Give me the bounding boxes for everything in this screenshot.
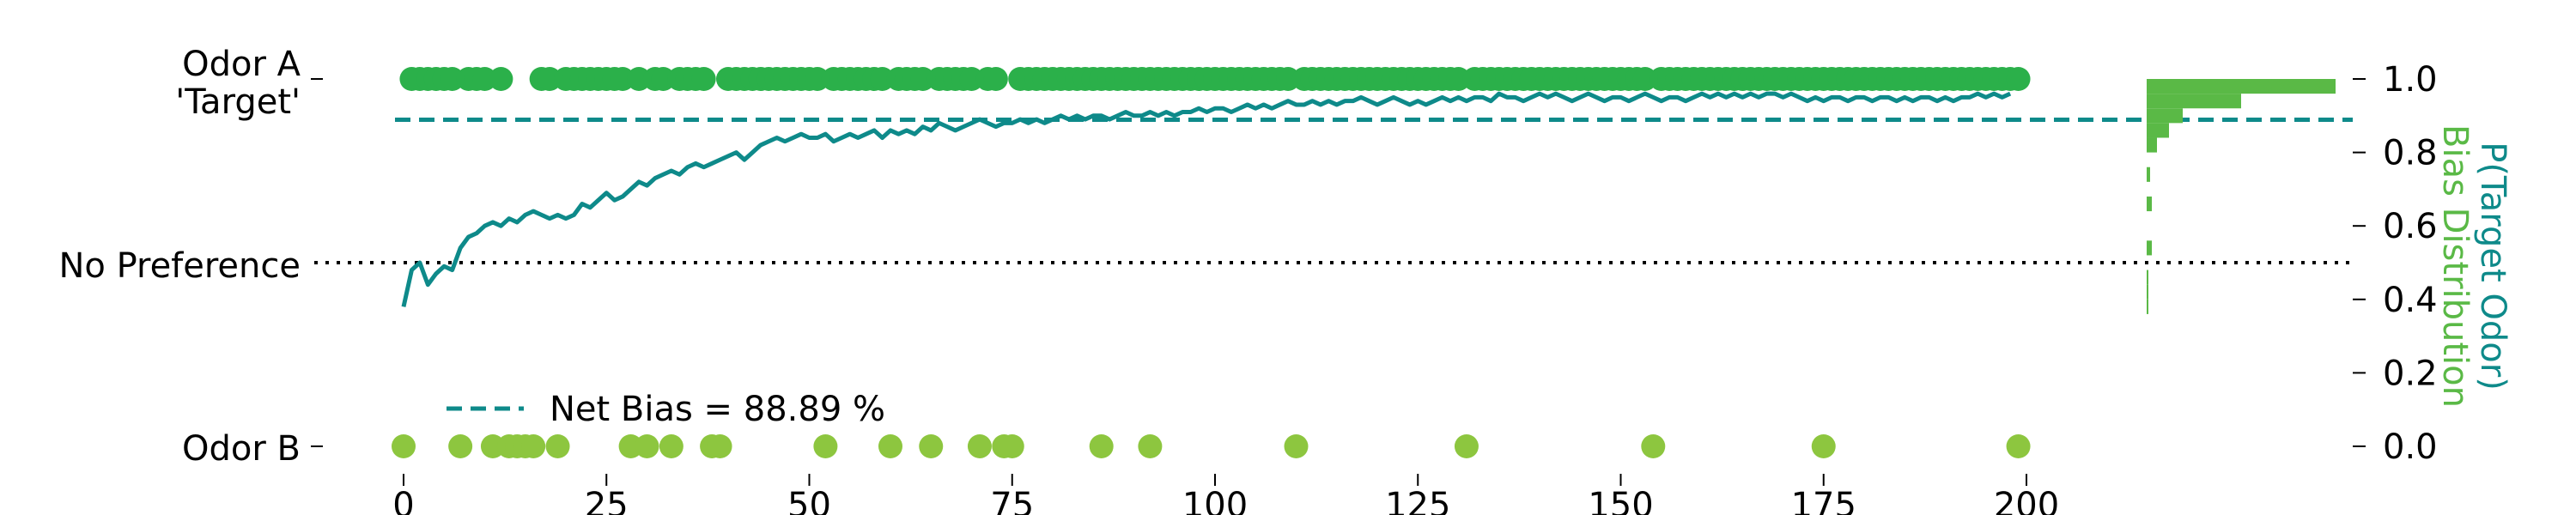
histogram-bar xyxy=(2147,270,2148,285)
odor-b-trial-dot xyxy=(967,434,992,458)
histogram-bar xyxy=(2147,167,2150,182)
x-tick-label: 100 xyxy=(1182,486,1248,515)
odor-b-trial-dot xyxy=(919,434,944,458)
odor-b-trials xyxy=(392,434,2031,458)
y-tick-label: 0.6 xyxy=(2383,207,2438,246)
odor-a-trial-dot xyxy=(691,67,716,91)
histogram-axis-title: Bias Distribution xyxy=(2435,124,2475,408)
y-tick-label: 0.2 xyxy=(2383,354,2438,393)
odor-b-trial-dot xyxy=(1089,434,1114,458)
odor-b-trial-dot xyxy=(999,434,1024,458)
right-y-axis: 0.0 0.2 0.4 0.6 0.8 1.0 xyxy=(2353,60,2438,467)
x-tick-label: 200 xyxy=(1994,486,2059,515)
x-tick-label: 75 xyxy=(990,486,1034,515)
x-tick-label: 150 xyxy=(1588,486,1653,515)
odor-a-trial-dot xyxy=(489,67,513,91)
odor-a-label-line2: 'Target' xyxy=(175,82,301,122)
odor-b-trial-dot xyxy=(545,434,570,458)
x-tick-label: 0 xyxy=(392,486,414,515)
odor-b-trial-dot xyxy=(1138,434,1163,458)
odor-a-trial-dot xyxy=(983,67,1008,91)
histogram-bar xyxy=(2147,137,2157,153)
odor-b-trial-dot xyxy=(1284,434,1309,458)
odor-b-trial-dot xyxy=(2006,434,2031,458)
left-category-axis: Odor A 'Target' No Preference Odor B xyxy=(58,45,323,469)
odor-b-trial-dot xyxy=(1811,434,1836,458)
x-tick-label: 25 xyxy=(585,486,629,515)
histogram-bar xyxy=(2147,299,2148,314)
histogram-bar xyxy=(2147,79,2336,94)
odor-b-trial-dot xyxy=(392,434,416,458)
histogram-bar xyxy=(2147,123,2169,138)
p-target-curve-layer xyxy=(401,91,2012,307)
odor-a-label-line1: Odor A xyxy=(182,45,301,84)
histogram-bar xyxy=(2147,108,2183,124)
odor-b-label: Odor B xyxy=(182,429,301,469)
odor-b-trial-dot xyxy=(448,434,473,458)
legend: Net Bias = 88.89 % xyxy=(447,390,885,429)
odor-b-trial-dot xyxy=(1454,434,1479,458)
histogram-bar xyxy=(2147,284,2148,300)
no-preference-label: No Preference xyxy=(58,246,301,286)
x-tick-label: 50 xyxy=(787,486,831,515)
odor-b-trial-dot xyxy=(813,434,838,458)
odor-b-trial-dot xyxy=(878,434,902,458)
odor-b-trial-dot xyxy=(708,434,732,458)
y-tick-label: 0.0 xyxy=(2383,427,2438,467)
odor-a-trial-dot xyxy=(2006,67,2031,91)
odor-b-trial-dot xyxy=(635,434,659,458)
x-axis: 0 25 50 75 100 125 150 175 200 xyxy=(392,474,2059,515)
odor-b-trial-dot xyxy=(659,434,683,458)
p-target-curve xyxy=(401,91,2012,307)
odor-b-trial-dot xyxy=(1641,434,1666,458)
legend-label: Net Bias = 88.89 % xyxy=(550,390,885,429)
odor-b-trial-dot xyxy=(521,434,546,458)
reference-lines xyxy=(314,118,2353,264)
bias-histogram xyxy=(2147,79,2336,314)
y-axis-title: P(Target Odor) xyxy=(2473,142,2512,391)
y-tick-label: 0.8 xyxy=(2383,134,2438,173)
histogram-bar xyxy=(2147,240,2152,256)
x-tick-label: 175 xyxy=(1791,486,1856,515)
odor-a-trials xyxy=(399,67,2031,91)
histogram-bar xyxy=(2147,196,2152,212)
y-tick-label: 1.0 xyxy=(2383,60,2438,100)
histogram-bar xyxy=(2147,94,2241,109)
x-tick-label: 125 xyxy=(1385,486,1450,515)
y-tick-label: 0.4 xyxy=(2383,281,2438,320)
